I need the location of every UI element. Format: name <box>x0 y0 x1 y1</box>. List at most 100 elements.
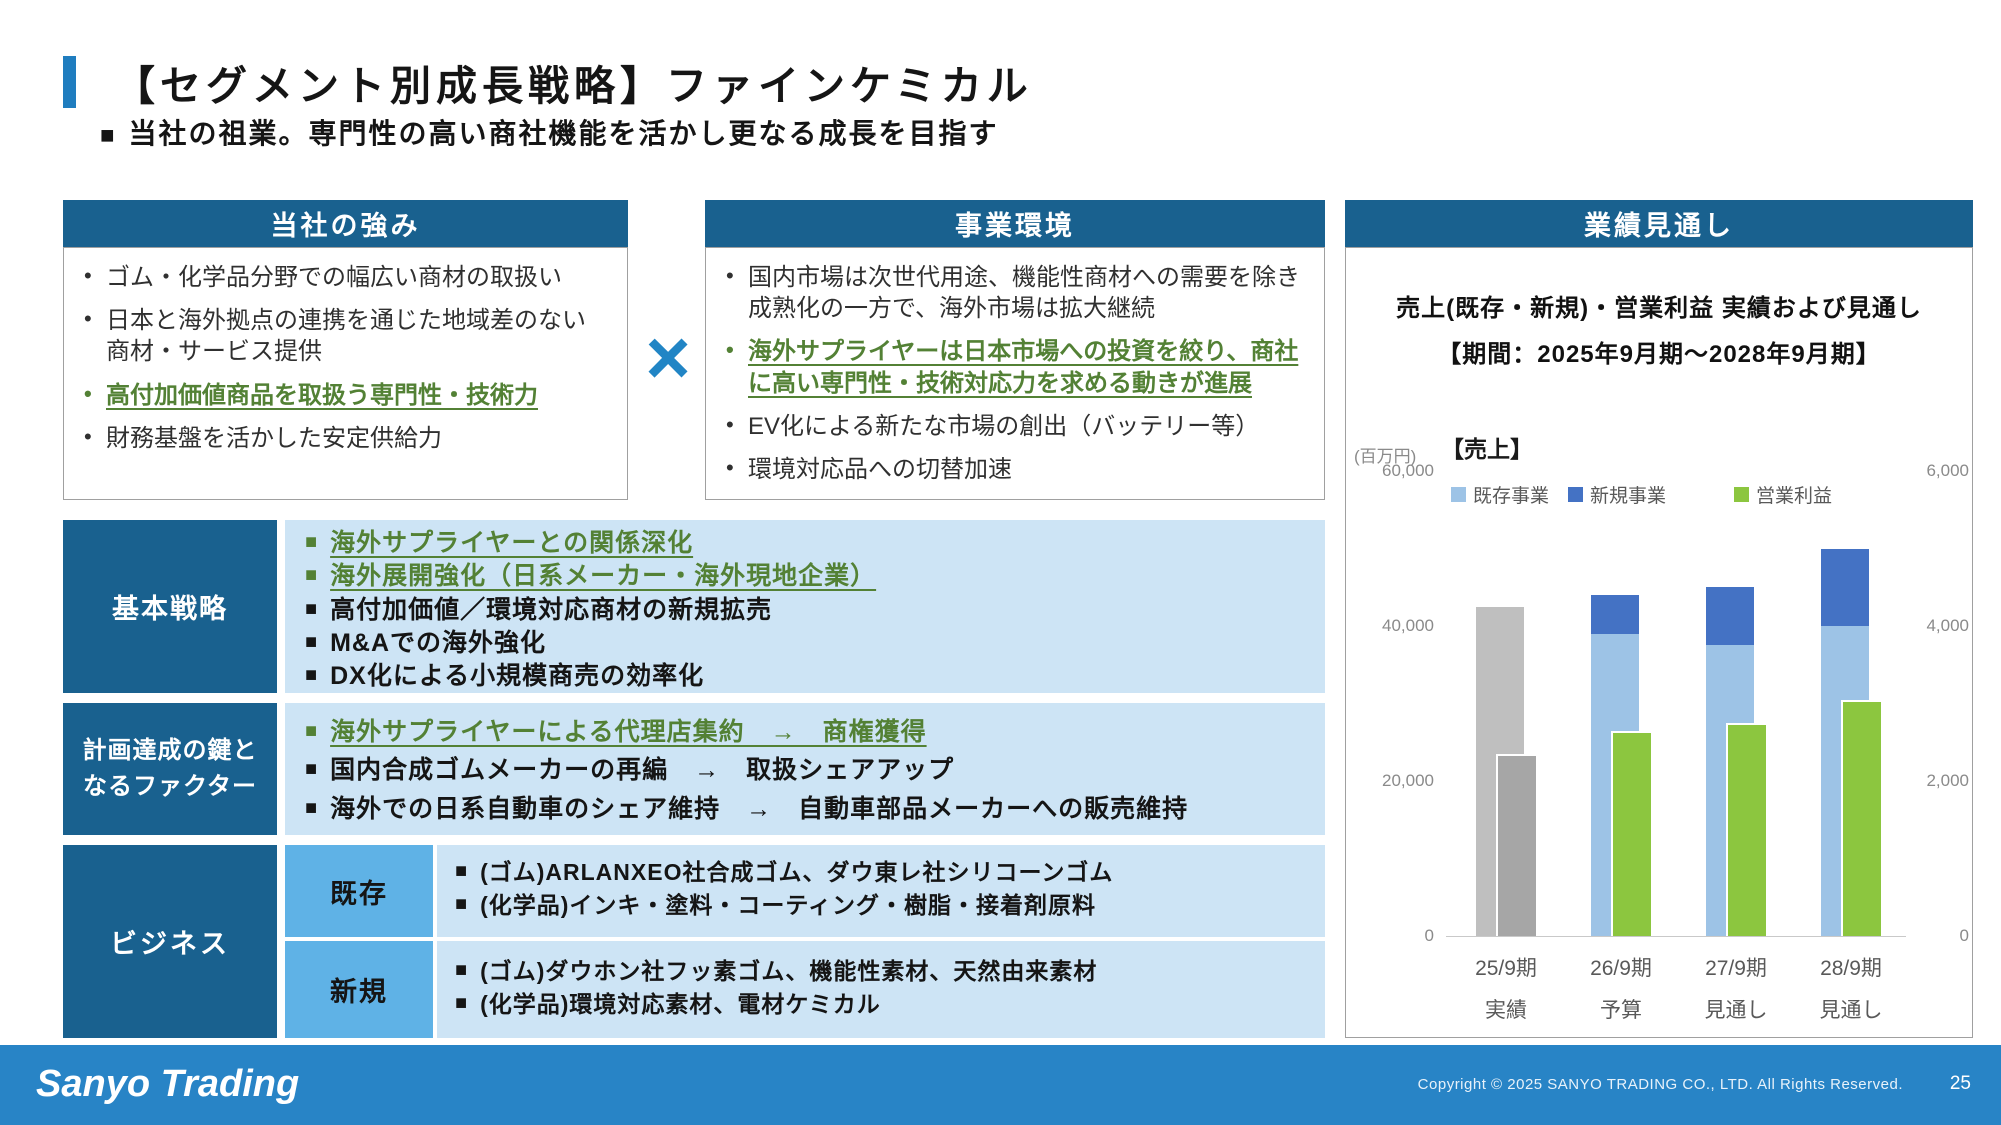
left-axis-tick: 60,000 <box>1382 461 1434 480</box>
bullet-text: 日本と海外拠点の連携を通じた地域差のない商材・サービス提供 <box>106 307 586 366</box>
list-item: ■ 高付加価値／環境対応商材の新規拡売 <box>305 595 1325 626</box>
copyright-text: Copyright © 2025 SANYO TRADING CO., LTD.… <box>1417 1076 1903 1093</box>
profit-bar <box>1841 699 1881 936</box>
list-item: ■ 海外サプライヤーとの関係深化 <box>305 528 1325 559</box>
square-bullet-icon: ■ <box>305 720 319 742</box>
square-bullet-icon: ■ <box>455 991 469 1014</box>
right-axis-tick: 4,000 <box>1926 616 1969 635</box>
legend-swatch-icon <box>1734 487 1749 502</box>
environment-panel: 事業環境 • 国内市場は次世代用途、機能性商材への需要を除き成熟化の一方で、海外市… <box>705 200 1325 500</box>
business-tag-existing: 既存 <box>285 845 433 937</box>
bullet-text: EV化による新たな市場の創出（バッテリー等） <box>748 412 1260 440</box>
square-bullet-icon: ■ <box>305 758 319 781</box>
legend-item: 既存事業 <box>1451 481 1549 508</box>
legend-swatch-icon <box>1451 487 1466 502</box>
multiply-icon: × <box>645 312 691 401</box>
category-label: 27/9期 <box>1705 957 1767 980</box>
list-item: ■ 海外サプライヤーによる代理店集約 → 商権獲得 <box>305 717 1325 748</box>
business-new-items: ■ (ゴム)ダウホン社フッ素ゴム、機能性素材、天然由来素材 ■ (化学品)環境対応素材… <box>437 941 1325 1038</box>
legend-label: 営業利益 <box>1756 486 1833 507</box>
bullet-item: • 環境対応品への切替加速 <box>724 454 1306 485</box>
company-logo: Sanyo Trading <box>36 1063 300 1105</box>
profit-bar <box>1611 730 1651 936</box>
category-label: 25/9期 <box>1475 957 1537 980</box>
bullet-item: • 海外サプライヤーは日本市場への投資を絞り、商社に高い専門性・技術対応力を求める… <box>724 336 1306 398</box>
list-item-text: (ゴム)ARLANXEO社合成ゴム、ダウ東レ社シリコーンゴム <box>480 859 1114 886</box>
strengths-panel-header: 当社の強み <box>63 200 628 247</box>
bullet-item: • 日本と海外拠点の連携を通じた地域差のない商材・サービス提供 <box>82 305 609 367</box>
category-sublabel: 実績 <box>1485 999 1527 1022</box>
left-axis-tick: 20,000 <box>1382 771 1434 790</box>
environment-list: • 国内市場は次世代用途、機能性商材への需要を除き成熟化の一方で、海外市場は拡大継… <box>705 247 1325 500</box>
sales-bar-new <box>1591 595 1639 634</box>
footer-bar: Sanyo Trading Copyright © 2025 SANYO TRA… <box>0 1045 2001 1125</box>
bullet-item: • EV化による新たな市場の創出（バッテリー等） <box>724 411 1306 442</box>
chart-x-axis-line <box>1446 936 1906 937</box>
left-axis-tick: 40,000 <box>1382 616 1434 635</box>
dot-bullet-icon: • <box>84 263 92 288</box>
chart-subtitle: 【期間：2025年9月期～2028年9月期】 <box>1437 341 1881 368</box>
list-item-text: (化学品)環境対応素材、電材ケミカル <box>480 990 881 1017</box>
square-bullet-icon: ■ <box>455 958 469 981</box>
outlook-chart: 売上(既存・新規)・営業利益 実績および見通し 【期間：2025年9月期～202… <box>1345 247 1973 1038</box>
dot-bullet-icon: • <box>84 380 92 406</box>
strategy-items: ■ 海外サプライヤーとの関係深化 ■ 海外展開強化（日系メーカー・海外現地企業） ■ 高付… <box>285 520 1325 693</box>
outlook-panel: 業績見通し 売上(既存・新規)・営業利益 実績および見通し 【期間：2025年9… <box>1345 200 1973 1038</box>
bullet-text: ゴム・化学品分野での幅広い商材の取扱い <box>106 264 562 291</box>
legend-item: 営業利益 <box>1734 481 1832 508</box>
category-sublabel: 見通し <box>1819 999 1883 1022</box>
category-label: 26/9期 <box>1590 957 1652 980</box>
factors-items: ■ 海外サプライヤーによる代理店集約 → 商権獲得 ■ 国内合成ゴムメーカーの再編 →… <box>285 703 1325 835</box>
bullet-text: 高付加価値商品を取扱う専門性・技術力 <box>106 381 538 409</box>
dot-bullet-icon: • <box>726 454 734 480</box>
category-sublabel: 予算 <box>1600 999 1642 1022</box>
page-subtitle: ■ 当社の祖業。専門性の高い商社機能を活かし更なる成長を目指す <box>100 112 999 152</box>
list-item: ■ 国内合成ゴムメーカーの再編 → 取扱シェアアップ <box>305 755 1325 786</box>
business-row-label: ビジネス <box>63 845 277 1038</box>
legend-item: 新規事業 <box>1568 481 1666 508</box>
list-item-text: (化学品)インキ・塗料・コーティング・樹脂・接着剤原料 <box>480 892 1097 918</box>
list-item-text: 海外サプライヤーとの関係深化 <box>330 529 694 557</box>
square-bullet-icon: ■ <box>305 564 319 587</box>
bullet-text: 環境対応品への切替加速 <box>748 455 1012 483</box>
list-item: ■ (ゴム)ダウホン社フッ素ゴム、機能性素材、天然由来素材 <box>455 957 1325 986</box>
sales-bar-new <box>1706 587 1754 646</box>
list-item: ■ (化学品)インキ・塗料・コーティング・樹脂・接着剤原料 <box>455 891 1325 920</box>
square-bullet-icon: ■ <box>455 893 469 915</box>
list-item-text: (ゴム)ダウホン社フッ素ゴム、機能性素材、天然由来素材 <box>480 957 1098 984</box>
bullet-text: 海外サプライヤーは日本市場への投資を絞り、商社に高い専門性・技術対応力を求める動… <box>748 338 1299 397</box>
square-bullet-icon: ■ <box>100 122 117 149</box>
list-item-text: 国内合成ゴムメーカーの再編 → 取扱シェアアップ <box>330 756 955 785</box>
list-item: ■ 海外展開強化（日系メーカー・海外現地企業） <box>305 561 1325 592</box>
square-bullet-icon: ■ <box>305 630 319 653</box>
square-bullet-icon: ■ <box>305 664 319 686</box>
profit-bar <box>1496 753 1536 936</box>
dot-bullet-icon: • <box>84 306 92 332</box>
bullet-item: • 財務基盤を活かした安定供給力 <box>82 423 609 454</box>
square-bullet-icon: ■ <box>455 860 469 883</box>
legend-label: 既存事業 <box>1473 486 1550 507</box>
outlook-panel-header: 業績見通し <box>1345 200 1973 247</box>
square-bullet-icon: ■ <box>305 796 319 819</box>
square-bullet-icon: ■ <box>305 597 319 620</box>
chart-group-label: 【売上】 <box>1441 436 1533 462</box>
list-item: ■ 海外での日系自動車のシェア維持 → 自動車部品メーカーへの販売維持 <box>305 794 1325 825</box>
left-axis-tick: 0 <box>1424 926 1434 945</box>
dot-bullet-icon: • <box>726 411 734 437</box>
right-axis-tick: 6,000 <box>1926 461 1969 480</box>
profit-bar <box>1726 722 1766 936</box>
page-subtitle-text: 当社の祖業。専門性の高い商社機能を活かし更なる成長を目指す <box>128 118 999 149</box>
list-item-text: 海外での日系自動車のシェア維持 → 自動車部品メーカーへの販売維持 <box>330 794 1189 823</box>
legend-swatch-icon <box>1568 487 1583 502</box>
dot-bullet-icon: • <box>84 423 92 449</box>
list-item-text: 高付加価値／環境対応商材の新規拡売 <box>330 595 773 624</box>
environment-panel-header: 事業環境 <box>705 200 1325 247</box>
dot-bullet-icon: • <box>726 337 734 363</box>
list-item: ■ DX化による小規模商売の効率化 <box>305 661 1325 692</box>
chart-unit-label: (百万円) <box>1354 447 1417 466</box>
list-item: ■ M&Aでの海外強化 <box>305 628 1325 659</box>
strengths-list: • ゴム・化学品分野での幅広い商材の取扱い • 日本と海外拠点の連携を通じた地域差のな… <box>63 247 628 500</box>
category-label: 28/9期 <box>1820 957 1882 980</box>
list-item-text: 海外展開強化（日系メーカー・海外現地企業） <box>330 562 877 591</box>
bullet-text: 国内市場は次世代用途、機能性商材への需要を除き成熟化の一方で、海外市場は拡大継続 <box>748 264 1300 323</box>
